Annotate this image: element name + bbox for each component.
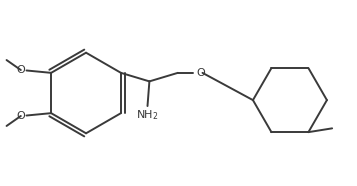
Text: O: O — [16, 65, 25, 75]
Text: NH$_2$: NH$_2$ — [136, 108, 159, 122]
Text: O: O — [16, 111, 25, 121]
Text: O: O — [196, 68, 205, 78]
